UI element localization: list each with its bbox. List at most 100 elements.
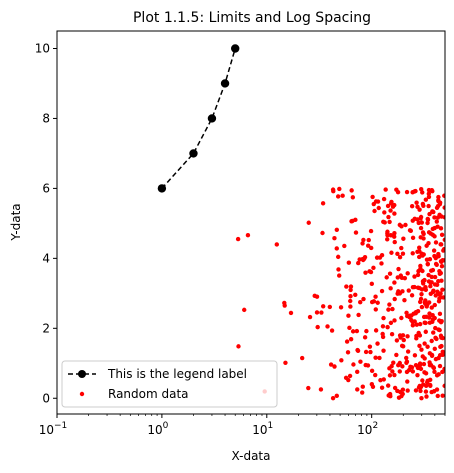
random-data-point bbox=[388, 286, 393, 291]
random-data-point bbox=[348, 284, 354, 289]
random-data-point bbox=[418, 214, 424, 220]
random-data-point bbox=[404, 369, 410, 375]
random-data-point bbox=[430, 267, 436, 273]
random-data-point bbox=[395, 275, 400, 280]
random-data-point bbox=[442, 215, 445, 220]
random-data-point bbox=[433, 240, 439, 245]
random-data-point bbox=[439, 232, 445, 238]
random-data-point bbox=[405, 334, 410, 339]
random-data-point bbox=[235, 236, 241, 242]
random-data-point bbox=[426, 203, 431, 209]
random-data-point bbox=[381, 377, 386, 382]
random-data-point bbox=[425, 262, 430, 267]
random-data-point bbox=[385, 203, 391, 209]
y-tick-label: 8 bbox=[42, 111, 50, 125]
random-data-point bbox=[403, 222, 408, 228]
random-data-point bbox=[424, 394, 429, 399]
random-data-point bbox=[378, 377, 383, 383]
random-data-point bbox=[400, 289, 405, 294]
random-data-point bbox=[421, 278, 426, 284]
random-data-point bbox=[417, 321, 423, 327]
random-data-point bbox=[306, 220, 311, 225]
random-data-point bbox=[399, 245, 404, 251]
random-data-point bbox=[442, 205, 445, 210]
random-data-point bbox=[427, 256, 433, 262]
random-data-point bbox=[380, 331, 385, 337]
random-data-point bbox=[436, 278, 441, 284]
random-data-point bbox=[307, 314, 313, 320]
random-data-point bbox=[417, 299, 423, 305]
random-data-point bbox=[410, 190, 415, 195]
random-data-point bbox=[429, 274, 434, 280]
random-data-point bbox=[370, 194, 375, 200]
random-data-point bbox=[334, 227, 340, 232]
random-data-point bbox=[387, 302, 392, 307]
random-data-point bbox=[425, 220, 430, 226]
random-data-point bbox=[425, 344, 430, 349]
random-data-point bbox=[347, 325, 352, 331]
random-data-point bbox=[419, 395, 424, 401]
random-data-point bbox=[432, 315, 437, 321]
random-data-point bbox=[418, 263, 423, 269]
random-data-point bbox=[399, 315, 404, 321]
random-data-point bbox=[417, 254, 422, 260]
random-data-point bbox=[419, 304, 425, 310]
random-data-point bbox=[367, 269, 372, 274]
random-data-point bbox=[389, 332, 395, 337]
random-data-point bbox=[379, 288, 385, 294]
random-data-point bbox=[440, 287, 445, 292]
legend-box bbox=[61, 360, 278, 408]
random-data-point bbox=[431, 248, 437, 253]
random-data-point bbox=[396, 395, 402, 400]
y-axis-ticks: 0 2 4 6 8 10 bbox=[35, 41, 57, 405]
random-data-point bbox=[348, 287, 353, 293]
random-data-point bbox=[327, 304, 333, 310]
random-data-point bbox=[416, 330, 421, 336]
random-data-point bbox=[388, 320, 394, 326]
legend-label-series-point bbox=[231, 44, 240, 53]
random-data-point bbox=[402, 297, 407, 303]
random-data-point bbox=[417, 361, 423, 366]
random-data-point bbox=[440, 335, 445, 341]
random-data-point bbox=[428, 377, 433, 383]
random-data-point bbox=[390, 369, 395, 374]
random-data-point bbox=[395, 251, 400, 257]
random-data-point bbox=[433, 293, 438, 298]
random-data-point bbox=[436, 253, 441, 259]
random-data-point bbox=[437, 311, 443, 317]
random-data-point bbox=[373, 307, 378, 312]
random-data-point bbox=[404, 189, 410, 195]
random-data-point bbox=[381, 348, 386, 353]
random-data-point bbox=[334, 393, 339, 399]
random-data-point bbox=[416, 268, 421, 274]
random-data-point bbox=[381, 219, 386, 224]
random-data-point bbox=[412, 216, 417, 222]
random-data-point bbox=[432, 225, 437, 231]
random-data-point bbox=[364, 328, 369, 334]
random-data-point bbox=[397, 369, 402, 374]
random-data-point bbox=[373, 328, 379, 333]
y-tick-label: 0 bbox=[42, 391, 50, 405]
random-data-point bbox=[339, 358, 344, 363]
legend: This is the legend label Random data bbox=[61, 360, 278, 408]
random-data-point bbox=[437, 202, 443, 207]
random-data-point bbox=[385, 231, 390, 236]
random-data-point bbox=[335, 254, 341, 260]
random-data-point bbox=[406, 288, 411, 293]
random-data-point bbox=[388, 233, 394, 238]
random-data-point bbox=[348, 298, 353, 304]
random-data-point bbox=[409, 204, 415, 209]
random-data-point bbox=[376, 205, 381, 211]
random-data-point bbox=[425, 217, 431, 222]
random-data-point bbox=[422, 370, 427, 375]
random-data-point bbox=[365, 243, 371, 248]
random-data-point bbox=[422, 356, 427, 361]
random-data-point bbox=[373, 372, 378, 378]
random-data-point bbox=[344, 339, 350, 344]
random-data-point bbox=[418, 384, 424, 390]
random-data-point bbox=[387, 219, 392, 225]
random-data-point bbox=[387, 366, 392, 371]
random-data-point bbox=[439, 242, 444, 247]
random-data-point bbox=[423, 329, 428, 334]
random-data-point bbox=[351, 362, 356, 367]
